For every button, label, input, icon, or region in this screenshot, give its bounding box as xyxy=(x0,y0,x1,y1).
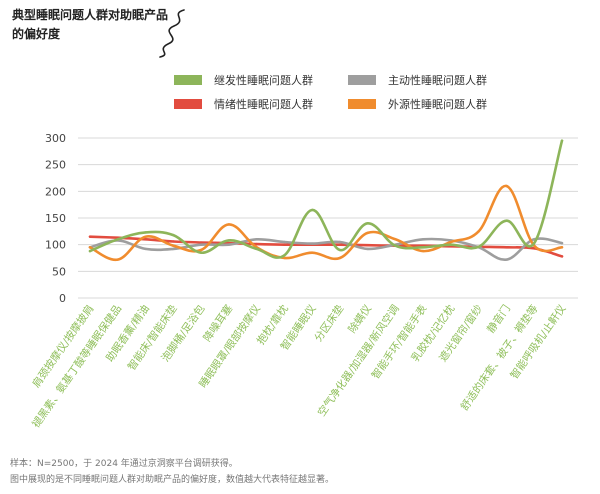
legend-label-green: 继发性睡眠问题人群 xyxy=(214,74,313,87)
data-point-red-15 xyxy=(505,246,508,249)
data-point-green-10 xyxy=(366,222,369,225)
data-point-red-0 xyxy=(88,235,92,238)
data-point-green-2 xyxy=(144,231,147,234)
data-point-red-9 xyxy=(338,243,342,246)
data-point-green-7 xyxy=(283,254,286,257)
y-tick-label-300: 300 xyxy=(45,132,66,145)
data-point-orange-12 xyxy=(421,249,425,253)
data-point-orange-9 xyxy=(338,256,342,260)
data-point-red-6 xyxy=(255,242,258,246)
data-point-green-4 xyxy=(199,251,203,254)
data-point-green-3 xyxy=(172,233,175,237)
data-point-red-10 xyxy=(366,244,369,247)
x-tick-label-9: 分区床垫 xyxy=(312,302,347,344)
legend-item-orange: 外源性睡眠问题人群 xyxy=(348,96,487,112)
chart-title-line-1: 典型睡眠问题人群对助眠产品 xyxy=(12,8,169,22)
chart-legend: 继发性睡眠问题人群 主动性睡眠问题人群 情绪性睡眠问题人群 外源性睡眠问题人群 xyxy=(174,72,534,116)
data-point-red-2 xyxy=(144,238,147,241)
x-tick-label-10: 除螨仪 xyxy=(345,302,374,336)
y-tick-label-150: 150 xyxy=(45,212,66,225)
data-point-red-3 xyxy=(172,240,175,243)
data-point-gray-17 xyxy=(560,241,564,245)
data-point-gray-5 xyxy=(227,243,231,246)
data-point-orange-14 xyxy=(477,230,480,233)
data-point-green-8 xyxy=(310,208,314,212)
footnotes: 样本：N=2500，于 2024 年通过京洞察平台调研获得。 图中展现的是不同睡… xyxy=(10,456,334,488)
y-tick-label-0: 0 xyxy=(59,292,66,305)
data-point-red-4 xyxy=(199,241,203,244)
data-point-orange-0 xyxy=(88,246,92,249)
data-point-green-15 xyxy=(505,219,508,222)
data-point-orange-5 xyxy=(227,223,231,226)
data-point-green-17 xyxy=(560,139,564,142)
chart-title: 典型睡眠问题人群对助眠产品 的偏好度 xyxy=(12,6,168,44)
legend-swatch-gray xyxy=(348,75,376,85)
footnote-sample: 样本：N=2500，于 2024 年通过京洞察平台调研获得。 xyxy=(10,459,238,469)
data-point-orange-2 xyxy=(144,235,147,238)
series-line-gray xyxy=(88,237,564,261)
squiggle-decoration-icon xyxy=(159,9,185,58)
data-point-green-5 xyxy=(227,239,231,242)
data-point-gray-4 xyxy=(199,243,203,246)
y-tick-label-200: 200 xyxy=(45,185,66,198)
data-point-green-14 xyxy=(477,245,480,248)
data-point-gray-12 xyxy=(421,238,425,241)
data-point-green-11 xyxy=(394,244,397,247)
data-point-gray-6 xyxy=(255,238,258,241)
series-line-orange xyxy=(88,184,564,262)
x-tick-label-3: 智能床/智能床垫 xyxy=(125,302,180,373)
data-point-green-12 xyxy=(421,246,425,249)
data-point-orange-7 xyxy=(283,256,286,260)
legend-item-gray: 主动性睡眠问题人群 xyxy=(348,72,487,88)
y-tick-label-250: 250 xyxy=(45,159,66,172)
data-point-gray-2 xyxy=(144,247,147,251)
legend-item-green: 继发性睡眠问题人群 xyxy=(174,72,313,88)
data-point-orange-17 xyxy=(560,246,564,249)
data-point-red-7 xyxy=(283,243,286,246)
legend-swatch-green xyxy=(174,75,202,85)
data-point-green-9 xyxy=(338,248,342,252)
y-tick-label-100: 100 xyxy=(45,239,66,252)
data-point-gray-3 xyxy=(172,247,175,251)
legend-label-gray: 主动性睡眠问题人群 xyxy=(388,74,487,87)
data-point-green-6 xyxy=(255,247,258,251)
data-point-gray-15 xyxy=(505,258,508,261)
legend-label-orange: 外源性睡眠问题人群 xyxy=(388,98,487,111)
legend-item-red: 情绪性睡眠问题人群 xyxy=(174,96,313,112)
data-point-orange-4 xyxy=(199,248,203,252)
legend-swatch-orange xyxy=(348,99,376,109)
data-point-gray-10 xyxy=(366,247,369,251)
legend-label-red: 情绪性睡眠问题人群 xyxy=(214,98,313,111)
data-point-gray-8 xyxy=(310,242,314,245)
data-point-green-16 xyxy=(533,241,536,245)
x-tick-label-15: 静音门 xyxy=(484,302,513,335)
data-point-orange-8 xyxy=(310,251,314,254)
data-point-orange-13 xyxy=(449,240,453,244)
data-point-green-13 xyxy=(449,243,453,246)
data-point-orange-10 xyxy=(366,231,369,235)
data-point-orange-3 xyxy=(172,244,175,247)
data-point-orange-11 xyxy=(394,238,397,241)
y-tick-label-50: 50 xyxy=(52,265,66,278)
data-point-green-0 xyxy=(88,249,92,253)
footnote-explanation: 图中展现的是不同睡眠问题人群对助眠产品的偏好度，数值越大代表特征越显著。 xyxy=(10,475,335,485)
data-point-gray-7 xyxy=(283,240,286,244)
data-point-gray-9 xyxy=(338,240,342,244)
data-point-green-1 xyxy=(116,238,119,241)
chart-title-line-2: 的偏好度 xyxy=(12,27,61,41)
data-point-orange-15 xyxy=(505,184,508,188)
data-point-red-17 xyxy=(560,255,564,258)
data-point-orange-1 xyxy=(116,258,119,261)
legend-swatch-red xyxy=(174,99,202,109)
